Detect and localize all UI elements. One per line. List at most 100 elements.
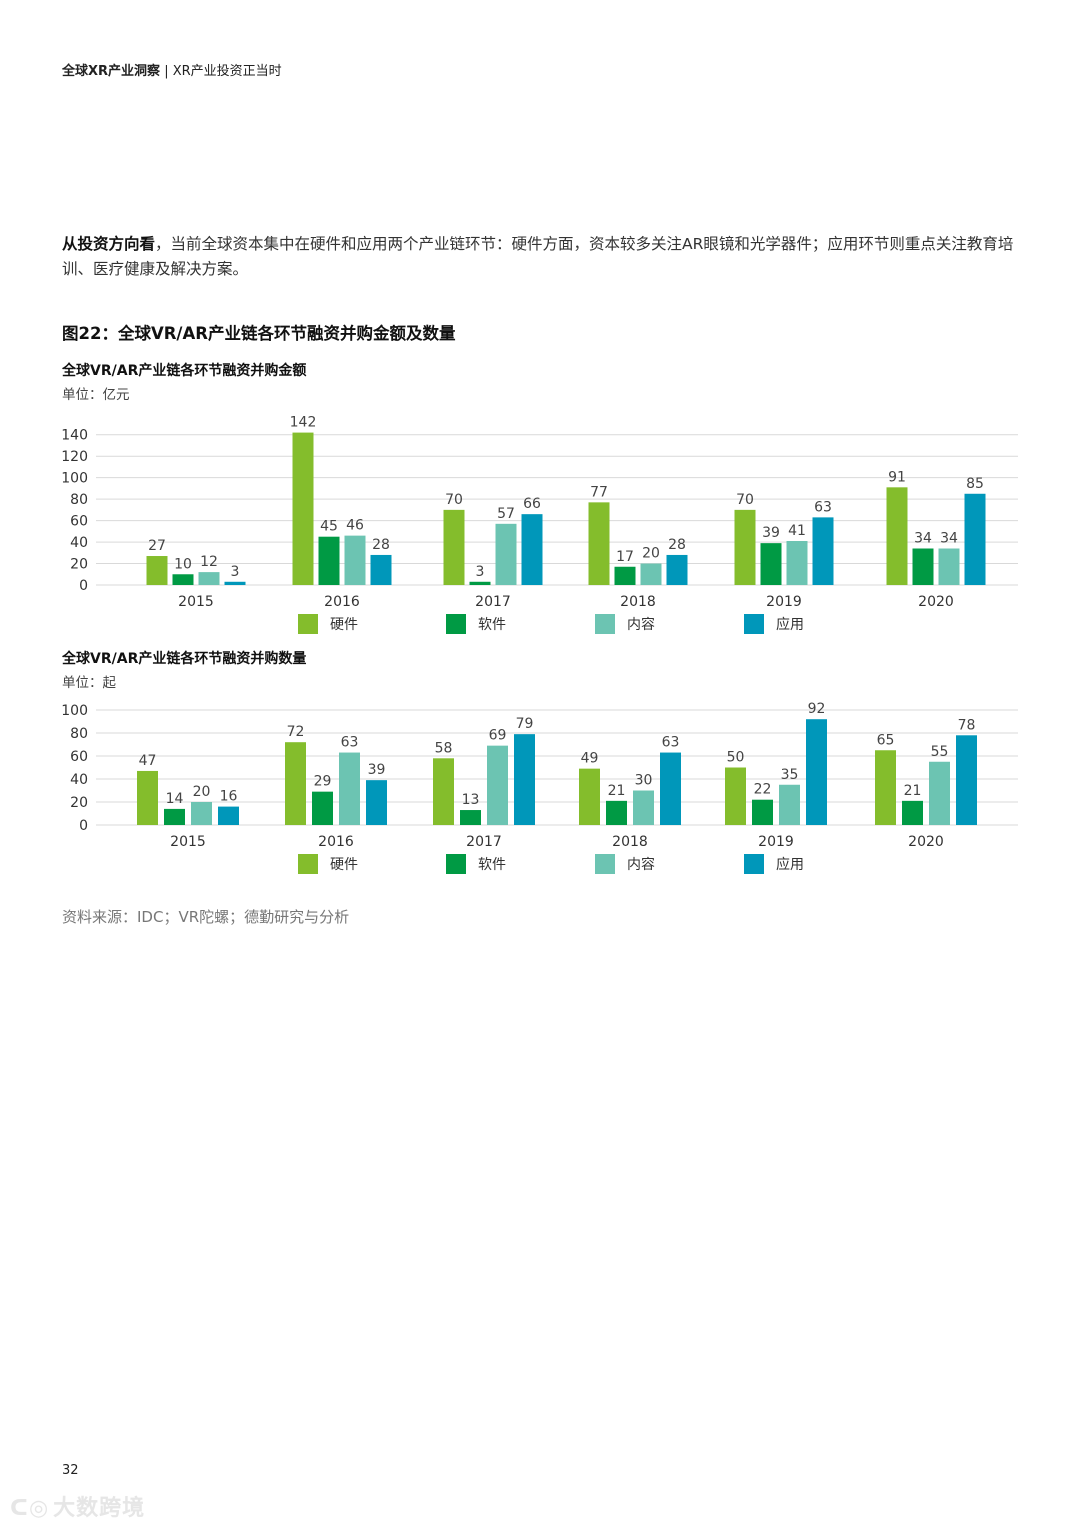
source-note: 资料来源：IDC；VR陀螺；德勤研究与分析 — [62, 908, 350, 926]
legend-swatch-硬件 — [298, 854, 318, 874]
y-tick-label: 40 — [70, 535, 88, 551]
bar-2015-内容 — [198, 572, 220, 585]
bar-2016-软件 — [312, 791, 333, 825]
x-tick-label: 2017 — [475, 594, 511, 610]
data-label: 77 — [590, 484, 608, 500]
x-tick-label: 2015 — [170, 834, 206, 850]
watermark-logo-icon: ᑕ◎ — [10, 1496, 50, 1521]
data-label: 34 — [914, 531, 932, 547]
data-label: 72 — [287, 724, 305, 740]
data-label: 10 — [174, 556, 192, 572]
data-label: 46 — [346, 518, 364, 534]
data-label: 22 — [754, 782, 772, 798]
data-label: 49 — [581, 751, 599, 767]
data-label: 20 — [193, 784, 211, 800]
legend-swatch-应用 — [744, 854, 764, 874]
data-label: 47 — [139, 753, 157, 769]
bar-2020-硬件 — [886, 487, 908, 585]
y-tick-label: 40 — [70, 772, 88, 788]
y-tick-label: 100 — [61, 703, 88, 719]
x-tick-label: 2016 — [318, 834, 354, 850]
data-label: 58 — [435, 740, 453, 756]
bar-2018-软件 — [614, 566, 636, 585]
bar-2015-内容 — [191, 802, 212, 825]
data-label: 45 — [320, 519, 338, 535]
x-tick-label: 2016 — [324, 594, 360, 610]
data-label: 29 — [314, 774, 332, 790]
chart-amount-title: 全球VR/AR产业链各环节融资并购金额 — [62, 363, 307, 379]
figure-title: 图22：全球VR/AR产业链各环节融资并购金额及数量 — [62, 324, 456, 343]
data-label: 78 — [958, 717, 976, 733]
data-label: 17 — [616, 549, 634, 565]
data-label: 35 — [781, 767, 799, 783]
data-label: 34 — [940, 531, 958, 547]
y-tick-label: 80 — [70, 492, 88, 508]
bar-2016-软件 — [318, 536, 340, 585]
bar-2016-应用 — [370, 554, 392, 585]
data-label: 14 — [166, 791, 184, 807]
bar-2015-软件 — [172, 574, 194, 585]
x-tick-label: 2018 — [612, 834, 648, 850]
y-tick-label: 20 — [70, 795, 88, 811]
bar-2020-内容 — [938, 548, 960, 585]
chart-count-title: 全球VR/AR产业链各环节融资并购数量 — [62, 651, 307, 667]
bar-2015-应用 — [218, 806, 239, 825]
data-label: 28 — [372, 537, 390, 553]
bar-2018-应用 — [666, 554, 688, 585]
data-label: 70 — [445, 492, 463, 508]
legend-label: 应用 — [776, 856, 804, 873]
data-label: 91 — [888, 469, 906, 485]
bar-2019-硬件 — [725, 767, 746, 825]
bar-2017-软件 — [460, 810, 481, 825]
data-label: 28 — [668, 537, 686, 553]
bar-2020-应用 — [956, 735, 977, 825]
bar-2019-内容 — [779, 784, 800, 825]
data-label: 66 — [523, 496, 541, 512]
bar-2017-应用 — [521, 514, 543, 585]
bar-2018-内容 — [640, 563, 662, 585]
bar-2016-内容 — [339, 752, 360, 825]
legend-label: 软件 — [478, 617, 506, 633]
data-label: 3 — [231, 564, 240, 580]
bar-2017-硬件 — [433, 758, 454, 825]
data-label: 21 — [904, 783, 922, 799]
body-paragraph: 从投资方向看，当前全球资本集中在硬件和应用两个产业链环节：硬件方面，资本较多关注… — [62, 232, 1022, 282]
bar-2018-硬件 — [579, 768, 600, 825]
bar-2016-硬件 — [285, 742, 306, 825]
y-tick-label: 20 — [70, 557, 88, 573]
legend-swatch-应用 — [744, 614, 764, 634]
data-label: 39 — [368, 762, 386, 778]
legend-label: 硬件 — [330, 617, 358, 633]
y-tick-label: 60 — [70, 749, 88, 765]
data-label: 20 — [642, 546, 660, 562]
x-tick-label: 2015 — [178, 594, 214, 610]
legend-label: 应用 — [776, 616, 804, 633]
x-tick-label: 2020 — [908, 834, 944, 850]
data-label: 3 — [476, 564, 485, 580]
running-header: 全球XR产业洞察 | XR产业投资正当时 — [62, 60, 282, 79]
chart-count-unit: 单位：起 — [62, 675, 116, 691]
bar-2018-硬件 — [588, 502, 610, 585]
chart-amount-unit: 单位：亿元 — [62, 387, 130, 403]
bar-2020-软件 — [912, 548, 934, 585]
legend-label: 内容 — [627, 616, 655, 633]
x-tick-label: 2019 — [766, 594, 802, 610]
data-label: 30 — [635, 773, 653, 789]
data-label: 63 — [662, 735, 680, 751]
data-label: 63 — [814, 499, 832, 515]
data-label: 65 — [877, 732, 895, 748]
bar-2020-硬件 — [875, 750, 896, 825]
watermark: ᑕ◎ 大数跨境 — [10, 1490, 145, 1522]
x-tick-label: 2019 — [758, 834, 794, 850]
bar-2019-硬件 — [734, 509, 756, 585]
bar-2020-软件 — [902, 800, 923, 825]
bar-2016-应用 — [366, 780, 387, 825]
bar-2019-软件 — [752, 799, 773, 825]
watermark-text: 大数跨境 — [53, 1496, 146, 1521]
bar-2015-应用 — [224, 581, 246, 585]
legend-swatch-软件 — [446, 614, 466, 634]
y-tick-label: 0 — [79, 818, 88, 834]
section-title: XR产业投资正当时 — [172, 64, 282, 79]
data-label: 41 — [788, 523, 806, 539]
bar-2020-内容 — [929, 761, 950, 825]
